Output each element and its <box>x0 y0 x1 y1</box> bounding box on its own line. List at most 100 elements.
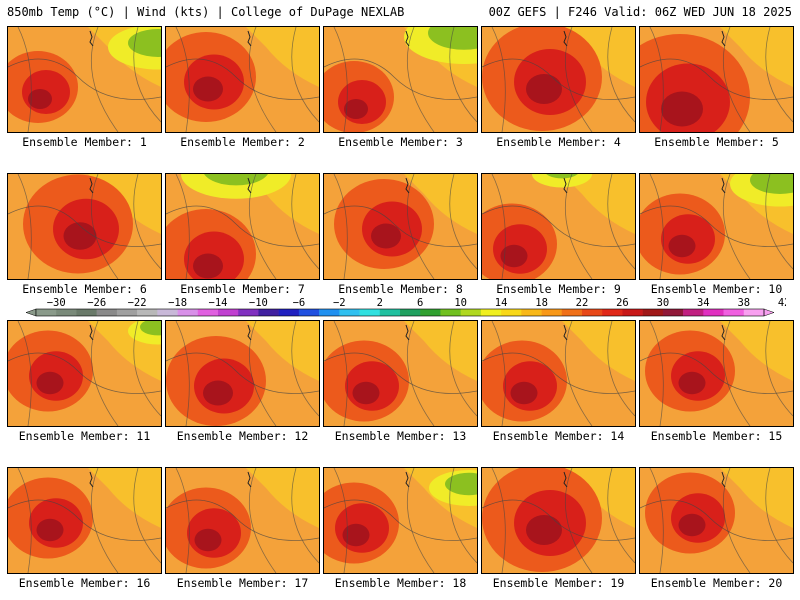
ensemble-map-panel <box>165 467 320 574</box>
colorbar-tick-label: −6 <box>293 297 306 309</box>
ensemble-map-panel <box>323 26 478 133</box>
ensemble-map-panel <box>165 320 320 427</box>
colorbar-swatch <box>319 309 340 316</box>
ensemble-member-label: Ensemble Member: 20 <box>650 576 783 590</box>
colorbar-swatch <box>197 309 219 316</box>
colorbar-swatch <box>662 309 684 316</box>
ensemble-map-panel <box>323 320 478 427</box>
colorbar-tick-label: −2 <box>333 297 346 309</box>
ensemble-map-panel <box>323 173 478 280</box>
colorbar-swatch <box>359 309 381 316</box>
colorbar-swatch <box>56 309 77 316</box>
ensemble-map-panel <box>639 26 794 133</box>
ensemble-map-panel <box>7 467 162 574</box>
colorbar-tick-label: −22 <box>128 297 147 309</box>
colorbar-swatch <box>278 309 300 316</box>
ensemble-member-label: Ensemble Member: 14 <box>492 429 625 443</box>
colorbar-tick-label: 42 <box>778 297 786 309</box>
ensemble-map-panel <box>639 467 794 574</box>
colorbar-tick-label: −10 <box>249 297 268 309</box>
colorbar-swatch <box>501 309 522 316</box>
colorbar-swatch <box>36 309 57 316</box>
colorbar-swatch <box>76 309 97 316</box>
colorbar-swatch <box>137 309 158 316</box>
colorbar-swatch <box>683 309 704 316</box>
colorbar-tick-label: −30 <box>47 297 66 309</box>
colorbar-swatch <box>298 309 320 316</box>
colorbar-tick-label: 26 <box>616 297 629 309</box>
ensemble-member-label: Ensemble Member: 17 <box>176 576 309 590</box>
ensemble-map-panel <box>7 320 162 427</box>
ensemble-map-panel <box>481 467 636 574</box>
colorbar-swatch <box>116 309 138 316</box>
ensemble-map-panel <box>323 467 478 574</box>
colorbar-swatch <box>460 309 482 316</box>
colorbar-tick-label: 18 <box>535 297 548 309</box>
colorbar-tick-label: 22 <box>576 297 589 309</box>
ensemble-member-label: Ensemble Member: 4 <box>496 135 621 149</box>
ensemble-map-panel <box>481 320 636 427</box>
colorbar-arrow-left <box>25 308 37 317</box>
ensemble-member-label: Ensemble Member: 10 <box>650 282 783 296</box>
ensemble-member-label: Ensemble Member: 5 <box>654 135 779 149</box>
ensemble-map-panel <box>639 320 794 427</box>
colorbar-swatch <box>521 309 542 316</box>
colorbar-swatch <box>723 309 745 316</box>
ensemble-member-label: Ensemble Member: 3 <box>338 135 463 149</box>
colorbar-tick-label: −14 <box>209 297 228 309</box>
colorbar-tick-label: 2 <box>377 297 383 309</box>
model-run-info: 00Z GEFS | F246 Valid: 06Z WED JUN 18 20… <box>488 5 792 19</box>
ensemble-map-panel <box>481 173 636 280</box>
colorbar-swatch <box>400 309 421 316</box>
ensemble-member-label: Ensemble Member: 12 <box>176 429 309 443</box>
ensemble-map-panel <box>165 26 320 133</box>
colorbar-swatch <box>379 309 401 316</box>
colorbar-swatch <box>238 309 259 316</box>
colorbar-tick-label: 14 <box>495 297 508 309</box>
ensemble-map-panel <box>7 26 162 133</box>
colorbar-tick-label: 6 <box>417 297 423 309</box>
colorbar-tick-label: 10 <box>454 297 467 309</box>
colorbar-swatch <box>440 309 461 316</box>
colorbar-tick-label: −26 <box>87 297 106 309</box>
colorbar-swatch <box>622 309 643 316</box>
ensemble-member-label: Ensemble Member: 13 <box>334 429 467 443</box>
colorbar-swatch <box>339 309 360 316</box>
colorbar-tick-label: 30 <box>657 297 670 309</box>
ensemble-map-panel <box>7 173 162 280</box>
ensemble-member-label: Ensemble Member: 7 <box>180 282 305 296</box>
ensemble-member-label: Ensemble Member: 19 <box>492 576 625 590</box>
colorbar-tick-label: 34 <box>697 297 710 309</box>
colorbar-arrow-right <box>763 308 775 317</box>
colorbar-swatch <box>703 309 724 316</box>
ensemble-map-panel <box>639 173 794 280</box>
colorbar-swatch <box>602 309 623 316</box>
ensemble-member-label: Ensemble Member: 2 <box>180 135 305 149</box>
colorbar-swatch <box>177 309 199 316</box>
ensemble-map-panel <box>481 26 636 133</box>
ensemble-map-panel <box>165 173 320 280</box>
ensemble-member-label: Ensemble Member: 6 <box>22 282 147 296</box>
colorbar-swatch <box>258 309 279 316</box>
colorbar-swatch <box>582 309 603 316</box>
map-title: 850mb Temp (°C) | Wind (kts) | College o… <box>7 5 405 19</box>
ensemble-member-label: Ensemble Member: 1 <box>22 135 147 149</box>
ensemble-member-label: Ensemble Member: 8 <box>338 282 463 296</box>
colorbar-swatch <box>642 309 664 316</box>
colorbar-swatch <box>96 309 118 316</box>
temperature-colorbar: −30 −26 −22 −18 −14 −10 −6 −2 2 6 10 14 18 22 26 30 34 38… <box>25 297 786 317</box>
colorbar-swatch <box>743 309 765 316</box>
ensemble-member-label: Ensemble Member: 11 <box>18 429 151 443</box>
colorbar-swatch <box>157 309 178 316</box>
colorbar-swatch <box>420 309 441 316</box>
ensemble-member-label: Ensemble Member: 15 <box>650 429 783 443</box>
ensemble-member-label: Ensemble Member: 9 <box>496 282 621 296</box>
ensemble-member-label: Ensemble Member: 18 <box>334 576 467 590</box>
colorbar-swatch <box>561 309 583 316</box>
colorbar-swatch <box>480 309 502 316</box>
colorbar-tick-label: 38 <box>737 297 750 309</box>
colorbar-swatch <box>541 309 563 316</box>
colorbar-swatch <box>218 309 239 316</box>
colorbar-tick-label: −18 <box>168 297 187 309</box>
ensemble-member-label: Ensemble Member: 16 <box>18 576 151 590</box>
